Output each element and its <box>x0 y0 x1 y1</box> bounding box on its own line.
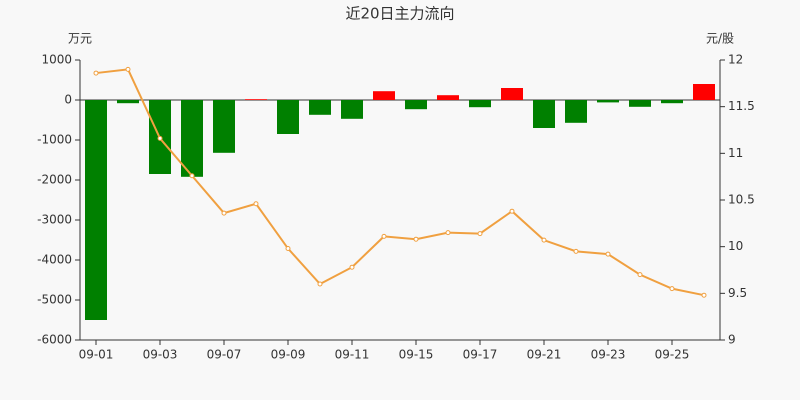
x-tick-label: 09-07 <box>207 348 242 362</box>
price-point <box>413 236 419 242</box>
price-point <box>637 272 643 278</box>
x-tick-label: 09-11 <box>335 348 370 362</box>
y-tick-label: -6000 <box>37 333 72 347</box>
bar <box>693 84 715 100</box>
x-tick-label: 09-25 <box>655 348 690 362</box>
y2-tick-label: 11.5 <box>728 99 755 113</box>
price-point <box>605 251 611 257</box>
bar <box>597 100 619 103</box>
y-tick-label: -4000 <box>37 253 72 267</box>
price-point <box>221 210 227 216</box>
y2-tick-label: 10.5 <box>728 193 755 207</box>
bar <box>405 100 427 110</box>
bar <box>341 100 363 119</box>
bar <box>181 100 203 177</box>
price-point <box>669 286 675 292</box>
y-tick-label: -1000 <box>37 133 72 147</box>
price-point <box>189 173 195 179</box>
bar <box>469 100 491 108</box>
price-line <box>95 68 705 297</box>
price-point <box>157 135 163 141</box>
price-point <box>125 66 131 72</box>
bar <box>85 100 107 320</box>
price-point <box>445 230 451 236</box>
bar <box>245 99 267 100</box>
x-tick-label: 09-21 <box>527 348 562 362</box>
bar <box>117 100 139 104</box>
bar <box>533 100 555 128</box>
y-tick-label: 1000 <box>41 53 72 67</box>
price-point <box>573 248 579 254</box>
y2-tick-label: 11 <box>728 146 743 160</box>
bar <box>629 100 651 107</box>
price-point <box>541 237 547 243</box>
y2-unit: 元/股 <box>706 32 734 46</box>
price-point <box>701 292 707 298</box>
price-point <box>285 246 291 252</box>
x-tick-label: 09-03 <box>143 348 178 362</box>
bar <box>565 100 587 123</box>
price-point <box>477 231 483 237</box>
price-point <box>317 281 323 287</box>
price-point <box>349 264 355 270</box>
x-tick-label: 09-17 <box>463 348 498 362</box>
y2-tick-label: 9 <box>728 333 736 347</box>
x-tick-label: 09-09 <box>271 348 306 362</box>
bar <box>277 100 299 134</box>
y2-tick-label: 10 <box>728 239 743 253</box>
bar <box>213 100 235 153</box>
price-point <box>381 233 387 239</box>
y-tick-label: -2000 <box>37 173 72 187</box>
bar <box>373 91 395 100</box>
bar <box>661 100 683 104</box>
x-tick-label: 09-15 <box>399 348 434 362</box>
price-point <box>93 70 99 76</box>
x-tick-label: 09-23 <box>591 348 626 362</box>
chart-title: 近20日主力流向 <box>345 5 454 23</box>
y-tick-label: 0 <box>64 93 72 107</box>
y-tick-label: -5000 <box>37 293 72 307</box>
price-point <box>509 208 515 214</box>
x-tick-label: 09-01 <box>79 348 114 362</box>
y2-tick-label: 12 <box>728 53 743 67</box>
y-unit: 万元 <box>68 32 92 46</box>
y2-tick-label: 9.5 <box>728 286 747 300</box>
y-tick-label: -3000 <box>37 213 72 227</box>
price-point <box>253 201 259 207</box>
bar <box>501 88 523 100</box>
bar <box>437 95 459 100</box>
bar <box>309 100 331 115</box>
